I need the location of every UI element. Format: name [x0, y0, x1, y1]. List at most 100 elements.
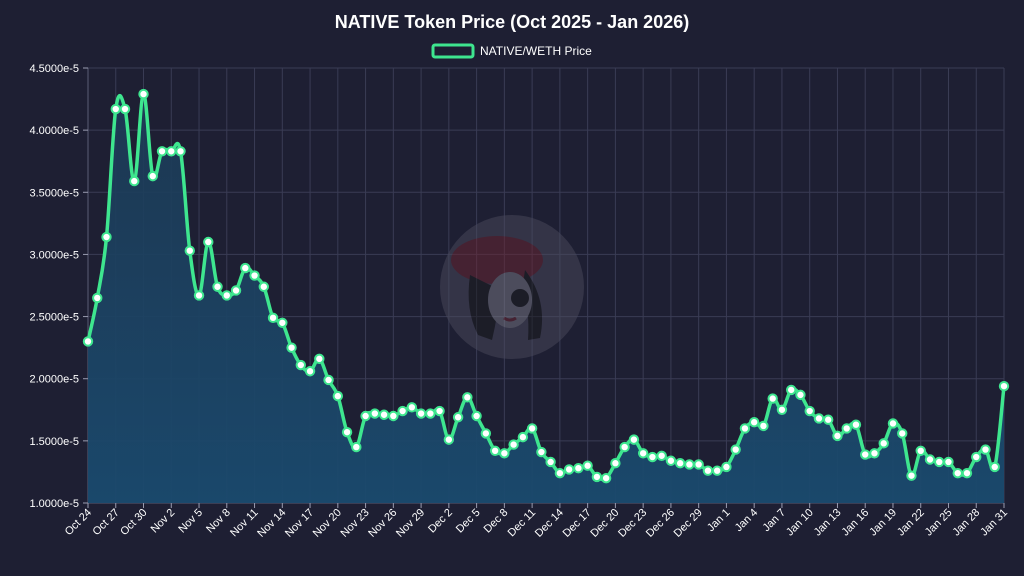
data-point[interactable]: Dec 10: 1.5300e-5 [517, 431, 529, 443]
data-point[interactable]: Dec 27: 1.3200e-5 [674, 458, 686, 469]
data-point[interactable]: Oct 29: 3.5900e-5 [129, 175, 140, 187]
data-point[interactable]: Jan 30: 1.2900e-5 [989, 461, 1000, 473]
data-point[interactable]: Dec 17: 1.3000e-5 [582, 460, 593, 471]
data-point[interactable]: Jan 14: 1.6000e-5 [841, 423, 852, 434]
data-point[interactable]: Nov 12: 2.7400e-5 [258, 281, 269, 292]
data-point[interactable]: Nov 16: 2.1100e-5 [295, 359, 307, 371]
data-point[interactable]: Nov 7: 2.7400e-5 [212, 281, 223, 292]
data-point[interactable]: Jan 23: 1.3500e-5 [924, 454, 936, 465]
data-point[interactable]: Jan 13: 1.5400e-5 [832, 430, 843, 442]
data-point[interactable]: Dec 2: 1.5100e-5 [443, 434, 455, 445]
data-point[interactable]: Nov 14: 2.4500e-5 [277, 317, 288, 328]
data-point[interactable]: Nov 5: 2.6700e-5 [193, 290, 205, 301]
data-point[interactable]: Nov 27: 1.7400e-5 [397, 405, 408, 417]
data-point[interactable]: Nov 3: 3.8300e-5 [175, 146, 186, 157]
data-point[interactable]: Dec 14: 1.2400e-5 [554, 467, 566, 479]
data-point[interactable]: Dec 9: 1.4700e-5 [508, 439, 519, 450]
data-point[interactable]: Nov 6: 3.1000e-5 [203, 236, 214, 248]
data-point[interactable]: Dec 28: 1.3100e-5 [684, 459, 695, 470]
data-point[interactable]: Jan 26: 1.2400e-5 [952, 467, 963, 479]
data-point[interactable]: Dec 15: 1.2700e-5 [563, 464, 575, 475]
data-point[interactable]: Dec 13: 1.3300e-5 [545, 456, 556, 468]
data-point[interactable]: Dec 19: 1.2000e-5 [600, 472, 612, 484]
data-point[interactable]: Dec 31: 1.2600e-5 [711, 465, 723, 476]
data-point[interactable]: Dec 7: 1.4200e-5 [489, 445, 501, 456]
data-point[interactable]: Jan 31: 1.9400e-5 [998, 380, 1010, 392]
data-point[interactable]: Dec 18: 1.2100e-5 [591, 471, 603, 483]
data-point[interactable]: Jan 4: 1.6500e-5 [748, 417, 760, 428]
data-point[interactable]: Dec 1: 1.7400e-5 [434, 405, 445, 417]
data-point[interactable]: Jan 22: 1.4200e-5 [915, 445, 926, 456]
data-point[interactable]: Jan 20: 1.5600e-5 [897, 428, 908, 439]
data-point[interactable]: Oct 24: 2.3000e-5 [82, 336, 94, 347]
data-point[interactable]: Dec 22: 1.5100e-5 [628, 434, 640, 445]
data-point[interactable]: Nov 23: 1.7000e-5 [360, 410, 371, 422]
data-point[interactable]: Nov 1: 3.8300e-5 [156, 146, 168, 157]
data-point[interactable]: Dec 26: 1.3400e-5 [665, 455, 677, 466]
data-point[interactable]: Dec 4: 1.8500e-5 [462, 392, 473, 403]
data-point[interactable]: Nov 11: 2.8300e-5 [249, 270, 260, 281]
data-point[interactable]: Dec 30: 1.2600e-5 [702, 465, 714, 476]
data-point[interactable]: Nov 29: 1.7200e-5 [415, 408, 427, 419]
data-point[interactable]: Nov 17: 2.0600e-5 [304, 366, 316, 377]
data-point[interactable]: Jan 25: 1.3300e-5 [943, 456, 954, 468]
data-point[interactable]: Nov 15: 2.2500e-5 [286, 342, 297, 353]
data-point[interactable]: Jan 27: 1.2400e-5 [961, 467, 973, 479]
data-point[interactable]: Jan 5: 1.6200e-5 [758, 420, 769, 432]
legend[interactable]: NATIVE/WETH Price [431, 43, 592, 59]
data-point[interactable]: Dec 25: 1.3800e-5 [656, 450, 667, 461]
data-point[interactable]: Nov 21: 1.5700e-5 [341, 426, 353, 438]
data-point[interactable]: Dec 23: 1.4000e-5 [637, 448, 649, 459]
data-point[interactable]: Nov 28: 1.7700e-5 [406, 402, 418, 413]
data-point[interactable]: Nov 4: 3.0300e-5 [184, 245, 195, 256]
data-point[interactable]: Dec 11: 1.6000e-5 [526, 423, 538, 434]
data-point[interactable]: Jan 28: 1.3700e-5 [971, 451, 982, 463]
data-point[interactable]: Jan 9: 1.8700e-5 [795, 389, 806, 401]
data-point[interactable]: Oct 28: 4.1700e-5 [119, 103, 131, 115]
data-point[interactable]: Jan 29: 1.4300e-5 [980, 444, 991, 455]
data-point[interactable]: Jan 3: 1.6000e-5 [739, 423, 751, 434]
data-point[interactable]: Nov 8: 2.6700e-5 [221, 290, 232, 301]
data-point[interactable]: Oct 26: 3.1400e-5 [101, 231, 112, 243]
data-point[interactable]: Nov 26: 1.7000e-5 [388, 410, 399, 422]
data-point[interactable]: Dec 20: 1.3200e-5 [610, 458, 621, 469]
data-point[interactable]: Dec 6: 1.5600e-5 [480, 428, 492, 439]
data-point[interactable]: Jan 15: 1.6300e-5 [850, 419, 862, 430]
data-point[interactable]: Jan 2: 1.4300e-5 [730, 444, 741, 455]
data-point[interactable]: Dec 16: 1.2800e-5 [573, 463, 584, 474]
data-point[interactable]: Dec 5: 1.7000e-5 [471, 410, 482, 422]
data-point[interactable]: Dec 24: 1.3700e-5 [647, 451, 658, 463]
data-point[interactable]: Nov 13: 2.4900e-5 [267, 312, 279, 324]
data-point[interactable]: Nov 19: 1.9900e-5 [323, 374, 334, 386]
data-point[interactable]: Jan 11: 1.6800e-5 [813, 413, 825, 424]
data-point[interactable]: Dec 8: 1.4000e-5 [499, 448, 510, 459]
data-point[interactable]: Nov 2: 3.8300e-5 [166, 146, 177, 157]
data-point[interactable]: Oct 31: 3.6300e-5 [147, 170, 158, 182]
data-point[interactable]: Dec 21: 1.4500e-5 [619, 441, 630, 453]
data-point[interactable]: Oct 30: 4.2900e-5 [138, 88, 149, 100]
data-point[interactable]: Oct 27: 4.1700e-5 [110, 103, 121, 115]
data-point[interactable]: Nov 30: 1.7200e-5 [425, 408, 436, 419]
data-point[interactable]: Dec 29: 1.3100e-5 [693, 459, 704, 470]
data-point[interactable]: Jan 1: 1.2900e-5 [721, 461, 732, 473]
data-point[interactable]: Nov 22: 1.4500e-5 [351, 441, 362, 453]
data-point[interactable]: Nov 9: 2.7100e-5 [230, 285, 242, 296]
data-point[interactable]: Jan 18: 1.4800e-5 [878, 438, 889, 449]
data-point[interactable]: Nov 25: 1.7100e-5 [378, 409, 390, 420]
data-point[interactable]: Dec 12: 1.4100e-5 [536, 446, 547, 458]
data-point[interactable]: Jan 21: 1.2200e-5 [906, 470, 917, 481]
data-point[interactable]: Jan 6: 1.8400e-5 [767, 393, 778, 404]
data-point[interactable]: Nov 18: 2.1600e-5 [314, 353, 325, 365]
data-point[interactable]: Nov 20: 1.8600e-5 [332, 390, 344, 402]
data-point[interactable]: Nov 10: 2.8900e-5 [240, 262, 251, 274]
data-point[interactable]: Jan 12: 1.6700e-5 [823, 414, 834, 425]
data-point[interactable]: Jan 8: 1.9100e-5 [785, 384, 797, 396]
data-point[interactable]: Jan 7: 1.7500e-5 [776, 404, 788, 415]
data-point[interactable]: Jan 10: 1.7400e-5 [804, 405, 815, 417]
data-point[interactable]: Oct 25: 2.6500e-5 [92, 292, 103, 304]
data-point[interactable]: Jan 16: 1.3900e-5 [860, 449, 871, 460]
data-point[interactable]: Jan 24: 1.3300e-5 [934, 456, 945, 468]
data-point[interactable]: Jan 19: 1.6400e-5 [887, 418, 899, 429]
data-point[interactable]: Jan 17: 1.4000e-5 [869, 448, 880, 459]
data-point[interactable]: Dec 3: 1.6900e-5 [452, 412, 464, 423]
